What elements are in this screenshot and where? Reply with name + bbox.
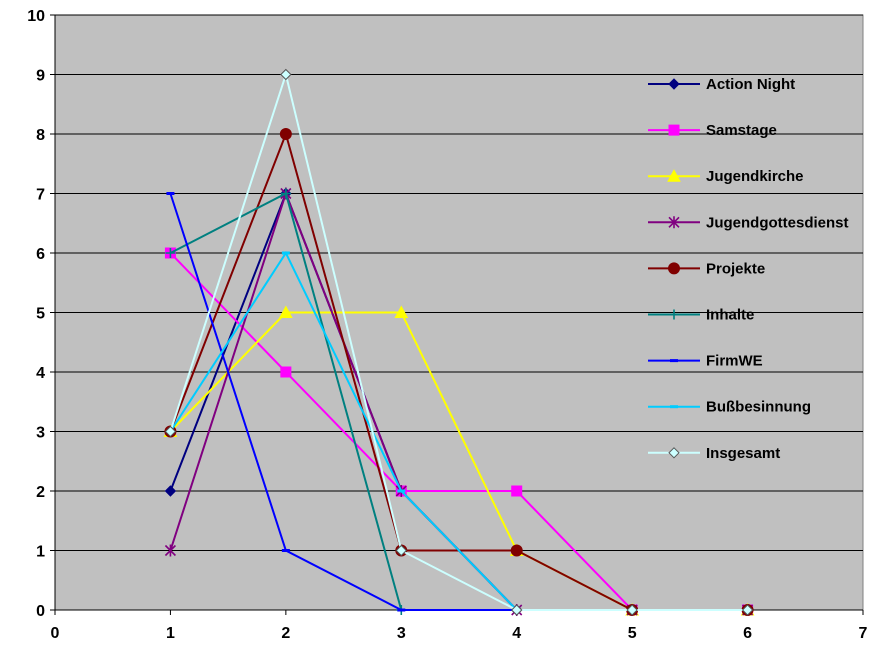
legend-item-3: Jugendgottesdienst: [648, 214, 849, 231]
series-8-point-4: [626, 604, 638, 616]
series-1-point-1: [280, 366, 292, 378]
legend-item-8: Insgesamt: [648, 445, 780, 462]
legend-item-0: Action Night: [648, 76, 795, 93]
x-tick-label-4: 4: [512, 625, 521, 642]
legend-item-4: Projekte: [648, 260, 765, 277]
legend-marker-5: [669, 309, 679, 320]
legend-item-5: Inhalte: [648, 307, 754, 324]
series-6-point-2: [397, 608, 406, 612]
legend-label-3: Jugendgottesdienst: [706, 214, 849, 231]
x-tick-label-1: 1: [166, 625, 175, 642]
series-3-point-0: [164, 544, 176, 557]
series-group: [163, 68, 755, 616]
series-8-point-2: [395, 544, 407, 557]
y-tick-label-4: 4: [36, 365, 45, 382]
legend-label-2: Jugendkirche: [706, 168, 804, 185]
legend-item-2: Jugendkirche: [648, 168, 804, 185]
legend-label-1: Samstage: [706, 122, 777, 139]
series-6-point-0: [166, 192, 175, 195]
series-line-8: [169, 70, 748, 611]
y-tick-label-9: 9: [36, 68, 45, 85]
legend-marker-3: [668, 216, 680, 229]
x-tick-label-0: 0: [51, 625, 60, 642]
series-0-point-0: [164, 485, 177, 497]
series-8-point-1: [280, 68, 292, 81]
legend-marker-7: [670, 405, 678, 409]
y-tick-label-0: 0: [36, 603, 45, 620]
legend: Action Night Samstage Jugendkirche Jugendgo…: [648, 76, 849, 462]
series-6-point-1: [281, 549, 290, 552]
legend-marker-0: [668, 78, 680, 90]
y-tick-label-3: 3: [36, 425, 45, 442]
y-tick-label-2: 2: [36, 484, 45, 501]
x-tick-label-3: 3: [397, 625, 406, 642]
series-2-point-1: [279, 305, 293, 318]
y-tick-label-10: 10: [27, 8, 45, 25]
legend-label-4: Projekte: [706, 260, 765, 277]
series-5-point-0: [165, 248, 176, 258]
series-8-point-0: [164, 425, 177, 438]
x-tick-label-6: 6: [743, 625, 752, 642]
y-tick-label-8: 8: [36, 127, 45, 144]
y-tick-label-1: 1: [36, 544, 45, 561]
legend-marker-8: [668, 447, 680, 459]
series-1-point-3: [511, 485, 523, 497]
legend-item-6: FirmWE: [648, 353, 763, 370]
series-4-point-3: [510, 544, 523, 557]
legend-label-7: Bußbesinnung: [706, 399, 811, 416]
legend-item-1: Samstage: [648, 122, 777, 139]
x-tick-label-2: 2: [281, 625, 290, 642]
legend-label-5: Inhalte: [706, 307, 754, 324]
series-5-point-1: [280, 188, 291, 199]
legend-marker-4: [668, 262, 680, 275]
x-tick-label-7: 7: [859, 625, 868, 642]
series-2-point-2: [394, 305, 409, 318]
legend-label-6: FirmWE: [706, 353, 763, 370]
legend-marker-6: [670, 359, 678, 363]
series-4-point-1: [279, 128, 292, 140]
legend-label-0: Action Night: [706, 76, 795, 93]
legend-label-8: Insgesamt: [706, 445, 780, 462]
legend-marker-1: [668, 124, 680, 136]
x-tick-label-5: 5: [628, 625, 637, 642]
series-8-point-5: [741, 604, 754, 616]
series-8: [164, 68, 754, 616]
legend-item-7: Bußbesinnung: [648, 399, 811, 416]
y-tick-label-7: 7: [36, 187, 45, 204]
y-tick-label-6: 6: [36, 246, 45, 263]
series-8-point-3: [511, 604, 523, 616]
series-7-point-2: [397, 489, 406, 493]
legend-marker-2: [667, 169, 681, 182]
y-tick-label-5: 5: [36, 306, 45, 323]
series-7-point-1: [281, 251, 290, 255]
